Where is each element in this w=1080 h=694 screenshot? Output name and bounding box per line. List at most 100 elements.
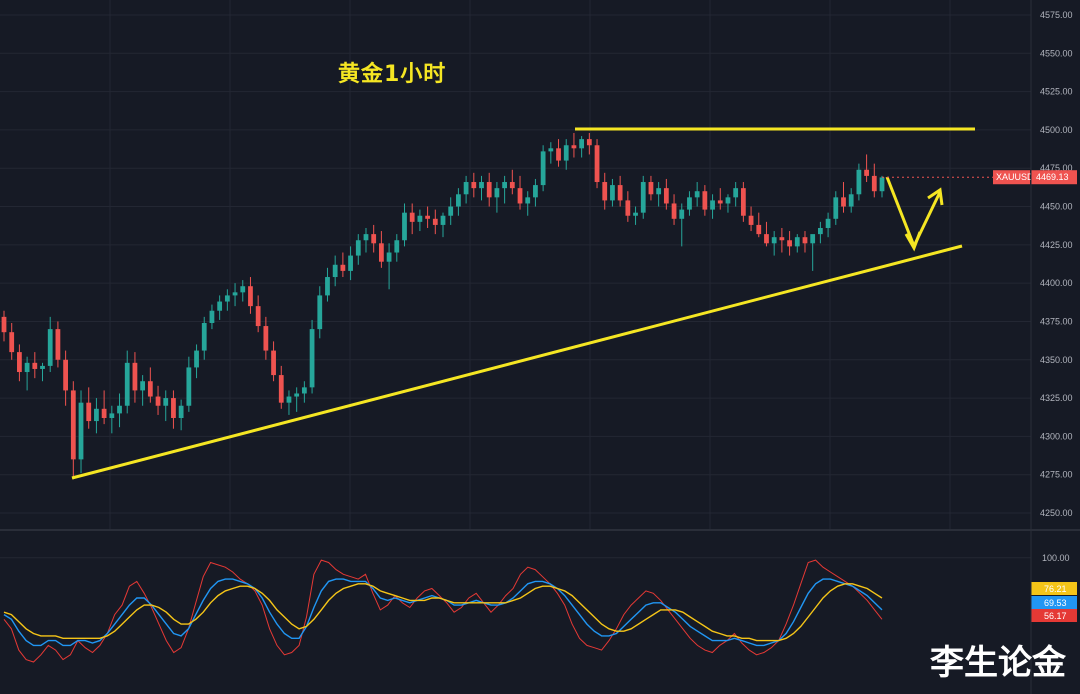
osc-value-badge-bg — [1031, 582, 1077, 595]
candle-body — [417, 215, 423, 222]
candle-body — [124, 362, 130, 406]
candle-body — [355, 240, 361, 256]
candle-body — [224, 295, 230, 302]
candle-body — [17, 352, 22, 373]
candle-body — [94, 408, 99, 422]
candle-body — [132, 362, 138, 391]
candle-body — [186, 367, 192, 406]
candle-body — [848, 194, 854, 207]
candle-body — [348, 255, 353, 271]
candle-body — [301, 387, 307, 394]
candle-body — [771, 237, 777, 244]
candle-body — [725, 197, 731, 204]
osc-series-line — [3, 583, 883, 642]
oscillator-panel: 100.00 76.21 69.53 56.17 — [0, 553, 1077, 663]
candle-body — [24, 362, 30, 373]
candle-body — [710, 200, 715, 210]
candle-body — [671, 203, 677, 219]
candle-body — [633, 212, 638, 216]
candle-body — [456, 194, 461, 207]
candle-body — [263, 326, 269, 351]
symbol-badge-bg — [993, 170, 1030, 185]
candle-body — [871, 175, 877, 192]
candle-body — [509, 182, 515, 189]
candle-body — [40, 365, 45, 369]
candle-body — [656, 188, 662, 195]
candle-body — [833, 197, 839, 219]
candle-body — [679, 209, 685, 219]
projection-arrowhead-up — [927, 187, 944, 206]
candle-body — [802, 237, 808, 244]
candle-body — [463, 182, 469, 195]
candle-body — [856, 169, 862, 195]
candle-body — [764, 234, 769, 244]
candle-body — [371, 234, 377, 244]
osc-tick-label: 100.00 — [1042, 553, 1070, 563]
candle-body — [255, 306, 261, 327]
candle-body — [586, 139, 592, 146]
candle-body — [78, 402, 84, 460]
candle-body — [571, 145, 577, 149]
price-tick-label: 4525.00 — [1040, 87, 1073, 97]
projection-arrow-up — [912, 191, 942, 247]
candle-body — [610, 185, 615, 201]
price-axis: 4575.00 4550.00 4525.00 4500.00 4475.00 4450.… — [1040, 10, 1073, 518]
candle-body — [55, 329, 61, 360]
candle-body — [271, 350, 276, 376]
candle-body — [864, 169, 869, 176]
osc-value-badge: 76.21 — [1044, 584, 1067, 594]
candle-body — [209, 310, 215, 323]
candle-body — [432, 218, 438, 225]
candle-body — [201, 322, 207, 351]
candle-body — [340, 264, 346, 271]
symbol-badge: XAUUSD — [996, 172, 1034, 182]
candle-body — [155, 396, 161, 406]
price-tick-label: 4500.00 — [1040, 125, 1073, 135]
candle-body — [178, 405, 184, 418]
candle-body — [779, 237, 785, 241]
price-tick-label: 4350.00 — [1040, 355, 1073, 365]
candle-body — [556, 148, 561, 161]
author-watermark: 李生论金 — [930, 643, 1066, 683]
candle-body — [232, 292, 238, 296]
candle-body — [294, 393, 300, 397]
candle-body — [409, 212, 415, 222]
last-price-badge-bg — [1031, 170, 1077, 185]
price-grid — [0, 0, 1031, 530]
price-tick-label: 4475.00 — [1040, 163, 1073, 173]
candle-body — [240, 286, 246, 293]
candle-body — [332, 264, 338, 278]
price-tick-label: 4425.00 — [1040, 240, 1073, 250]
candle-body — [479, 182, 484, 189]
projection-arrow-down — [885, 176, 916, 247]
candlestick-series — [1, 132, 885, 480]
candle-body — [378, 243, 384, 262]
price-tick-label: 4275.00 — [1040, 470, 1073, 480]
candle-body — [9, 332, 15, 353]
candle-body — [663, 188, 669, 204]
candle-body — [147, 381, 153, 397]
candle-body — [548, 148, 554, 152]
candle-body — [563, 145, 569, 161]
candle-body — [63, 359, 69, 391]
candle-body — [594, 145, 600, 183]
candle-body — [286, 396, 292, 403]
candle-body — [717, 200, 723, 204]
candle-body — [810, 234, 816, 244]
candle-body — [440, 215, 446, 225]
candle-body — [787, 240, 792, 247]
candle-body — [47, 329, 53, 366]
candle-body — [879, 177, 885, 192]
candle-body — [386, 252, 392, 262]
candle-body — [525, 197, 531, 204]
candle-body — [640, 182, 646, 213]
candle-body — [278, 375, 284, 403]
candle-body — [425, 215, 430, 219]
price-tick-label: 4550.00 — [1040, 48, 1073, 58]
candle-body — [109, 413, 115, 418]
price-tick-label: 4375.00 — [1040, 316, 1073, 326]
candle-body — [494, 188, 500, 198]
candle-body — [32, 362, 38, 369]
candle-body — [602, 182, 608, 201]
